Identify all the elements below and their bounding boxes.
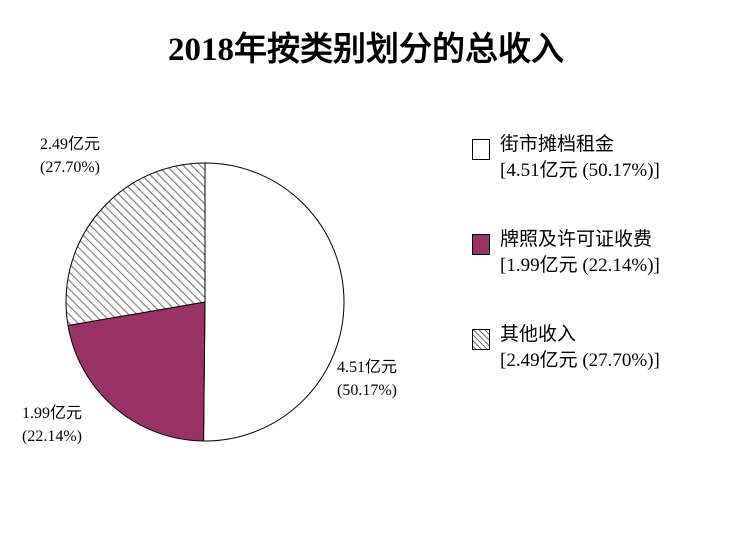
legend-name: 街市摊档租金 xyxy=(500,134,615,155)
legend-swatch-magenta xyxy=(472,234,490,255)
chart-title: 2018年按类别划分的总收入 xyxy=(168,32,564,68)
slice-percent-label: (22.14%) xyxy=(22,428,82,445)
legend-detail: [1.99亿元 (22.14%)] xyxy=(500,255,660,276)
legend-detail: [2.49亿元 (27.70%)] xyxy=(500,350,660,371)
slice-value-label: 1.99亿元 xyxy=(22,405,83,422)
legend-detail: [4.51亿元 (50.17%)] xyxy=(500,160,660,181)
legend-swatch-white xyxy=(472,139,490,160)
legend-name: 其他收入 xyxy=(500,324,577,345)
slice-label-1: 1.99亿元 (22.14%) xyxy=(22,402,82,448)
legend-name: 牌照及许可证收费 xyxy=(500,229,653,250)
slice-label-2: 2.49亿元 (27.70%) xyxy=(40,133,100,179)
slice-value-label: 4.51亿元 xyxy=(337,359,398,376)
pie-slice-2 xyxy=(65,162,206,327)
slice-label-0: 4.51亿元 (50.17%) xyxy=(337,356,397,402)
pie-slice-0 xyxy=(203,162,345,442)
pie-slice-1 xyxy=(67,301,206,442)
slice-value-label: 2.49亿元 xyxy=(40,136,101,153)
slice-percent-label: (27.70%) xyxy=(40,159,100,176)
slice-percent-label: (50.17%) xyxy=(337,382,397,399)
legend-swatch-hatched xyxy=(472,329,490,350)
